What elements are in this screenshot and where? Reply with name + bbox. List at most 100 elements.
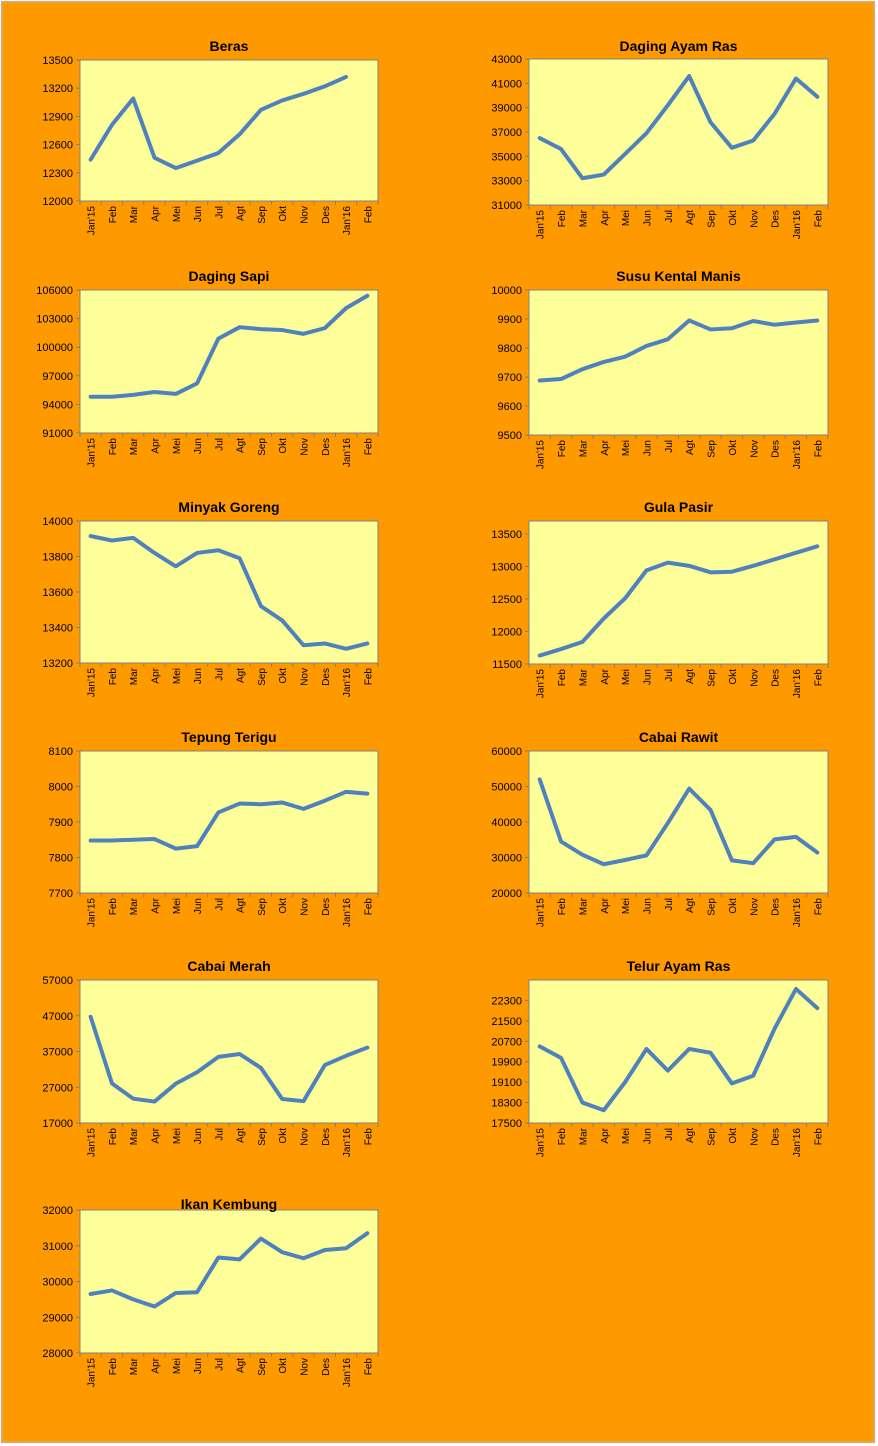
x-tick-label: Feb [813,898,824,916]
x-tick-label: Jan'16 [342,206,353,236]
x-tick-label: Nov [749,440,760,458]
y-tick-label: 28000 [42,1348,73,1360]
x-tick-label: Jul [214,206,225,219]
y-tick-label: 97000 [42,371,73,383]
y-tick-label: 39000 [491,103,522,115]
y-tick-label: 30000 [491,853,522,865]
x-tick-label: Des [321,898,332,916]
y-tick-label: 8100 [49,746,73,758]
x-tick-label: Okt [278,1358,289,1374]
x-tick-label: Jan'15 [87,438,98,468]
x-tick-label: Okt [278,1128,289,1144]
x-tick-label: Okt [278,668,289,684]
chart-7: Cabai Rawit 20000 30000 40000 50000 60000 Jan'… [491,729,829,928]
y-tick-label: 7700 [49,888,73,900]
chart-title: Ikan Kembung [181,1196,277,1212]
x-tick-label: Feb [813,1128,824,1146]
x-tick-label: Nov [300,438,311,456]
x-tick-label: Sep [257,1128,268,1146]
x-tick-label: Jun [193,1128,204,1144]
x-tick-label: Jan'15 [87,668,98,698]
x-tick-label: Feb [557,210,568,228]
x-tick-label: Jun [642,440,653,456]
x-tick-label: Okt [728,1128,739,1144]
x-tick-label: Agt [236,438,247,453]
y-tick-label: 8000 [49,782,73,794]
chart-title: Daging Ayam Ras [620,38,738,54]
x-tick-label: Jan'16 [342,1358,353,1388]
plot-area [528,979,829,1124]
y-tick-label: 9900 [498,314,522,326]
y-tick-label: 7900 [49,817,73,829]
x-tick-label: Apr [151,437,162,453]
y-tick-label: 17000 [42,1118,73,1130]
y-tick-label: 40000 [491,817,522,829]
plot-area [528,750,829,894]
x-tick-label: Mei [172,668,183,684]
chart-2: Daging Sapi 91000 94000 97000 100000 103000 10… [36,268,379,468]
x-tick-label: Jan'16 [792,669,803,699]
x-tick-label: Jul [664,440,675,453]
x-tick-label: Des [321,668,332,686]
x-tick-label: Jan'16 [342,438,353,468]
x-tick-label: Feb [363,206,374,224]
x-tick-label: Nov [300,898,311,916]
chart-title: Minyak Goreng [178,499,279,515]
x-tick-label: Mei [621,669,632,685]
y-tick-label: 12300 [42,168,73,180]
series-line [537,318,820,383]
y-tick-label: 91000 [42,428,73,440]
x-tick-label: Feb [557,1128,568,1146]
x-tick-label: Mar [578,439,589,457]
x-tick-label: Feb [108,206,119,224]
chart-title: Daging Sapi [189,268,270,284]
y-tick-label: 100000 [36,342,73,354]
x-tick-label: Des [771,440,782,458]
x-tick-label: Mar [129,1357,140,1375]
x-tick-label: Jan'15 [87,1358,98,1388]
x-tick-label: Feb [108,1358,119,1376]
x-tick-label: Des [771,1128,782,1146]
y-tick-label: 12600 [42,140,73,152]
x-tick-label: Apr [151,205,162,221]
x-tick-label: Jul [664,898,675,911]
x-tick-label: Mar [129,205,140,223]
x-tick-label: Jun [642,669,653,685]
x-tick-label: Apr [151,1357,162,1373]
y-tick-label: 33000 [491,176,522,188]
x-tick-label: Jun [193,1358,204,1374]
y-tick-label: 32000 [42,1205,73,1217]
x-tick-label: Mei [621,440,632,456]
chart-title: Telur Ayam Ras [627,958,731,974]
x-tick-label: Jun [193,438,204,454]
x-tick-label: Des [321,1358,332,1376]
y-tick-label: 13800 [42,552,73,564]
x-tick-label: Jun [642,1128,653,1144]
x-tick-label: Jan'15 [536,898,547,928]
y-tick-label: 47000 [42,1011,73,1023]
x-tick-label: Agt [685,210,696,225]
series-line [88,789,370,851]
x-tick-label: Mei [621,1128,632,1144]
plot-area [79,979,379,1124]
x-tick-label: Nov [749,669,760,687]
y-tick-label: 43000 [491,54,522,66]
x-tick-label: Mar [578,897,589,915]
y-tick-label: 37000 [42,1047,73,1059]
x-tick-label: Sep [707,440,718,458]
y-tick-label: 7800 [49,853,73,865]
y-tick-label: 12000 [42,196,73,208]
x-tick-label: Sep [707,1128,718,1146]
y-tick-label: 20700 [491,1036,522,1048]
x-tick-label: Jan'16 [792,210,803,240]
x-tick-label: Apr [600,1127,611,1143]
series-line [537,986,820,1113]
chart-6: Tepung Terigu 7700 7800 7900 8000 8100 Jan'15 F… [49,729,379,927]
x-tick-label: Agt [685,1128,696,1143]
chart-4: Minyak Goreng 13200 13400 13600 13800 14000 Ja… [42,499,379,698]
x-tick-label: Feb [363,668,374,686]
x-tick-label: Apr [151,667,162,683]
x-tick-label: Des [771,210,782,228]
x-tick-label: Jan'15 [87,206,98,236]
y-tick-label: 18300 [491,1098,522,1110]
